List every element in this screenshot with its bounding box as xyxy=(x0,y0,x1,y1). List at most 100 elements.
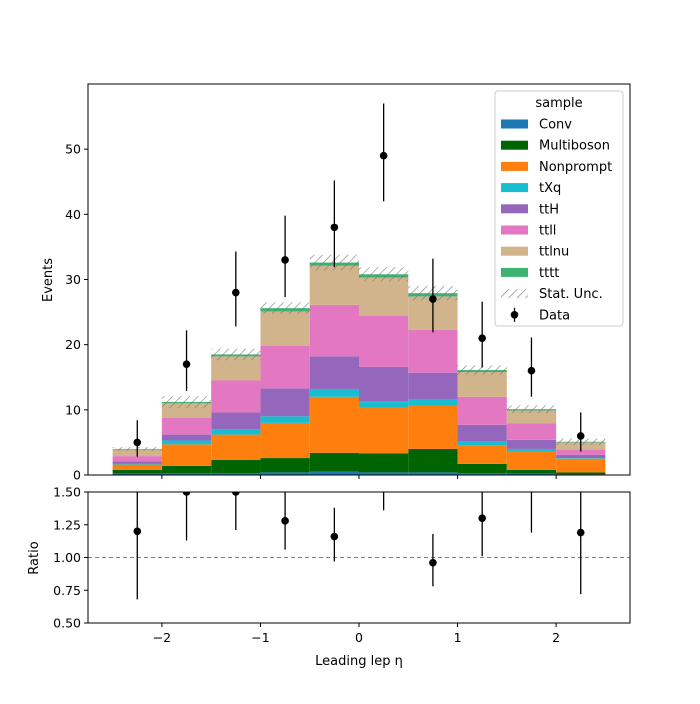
bar-multiboson-bin-0 xyxy=(112,469,162,474)
x-tick-label-1: −1 xyxy=(251,630,269,645)
bar-tth-bin-1 xyxy=(161,434,212,441)
ratio-y-tick-label-2: 1.00 xyxy=(53,550,81,565)
bar-txq-bin-5 xyxy=(359,401,409,408)
legend-swatch-ttll xyxy=(501,225,528,235)
stat-unc-band-bin-1 xyxy=(161,396,212,408)
ratio-point-3 xyxy=(281,517,289,525)
bar-ttll-bin-3 xyxy=(260,345,310,389)
y-tick-label-5: 50 xyxy=(65,142,81,157)
data-point-6 xyxy=(429,295,437,303)
bar-nonprompt-bin-0 xyxy=(112,464,162,470)
ratio-point-9 xyxy=(576,528,585,537)
ratio-point-0 xyxy=(133,527,142,536)
legend-data-marker xyxy=(510,311,519,319)
bar-nonprompt-bin-7 xyxy=(457,445,507,464)
bar-multiboson-bin-1 xyxy=(161,465,212,474)
y-tick-label-1: 10 xyxy=(65,402,81,417)
bar-ttlnu-bin-7 xyxy=(457,372,507,397)
bar-txq-bin-2 xyxy=(211,429,261,435)
x-tick-label-3: 1 xyxy=(454,630,462,645)
legend-swatch-conv xyxy=(501,119,528,129)
legend-swatch-ttlnu xyxy=(501,246,528,256)
bar-ttlnu-bin-8 xyxy=(506,410,557,424)
bar-ttll-bin-2 xyxy=(211,380,261,413)
data-point-4 xyxy=(330,223,339,232)
bar-conv-bin-7 xyxy=(457,473,507,475)
bar-txq-bin-7 xyxy=(457,441,507,446)
data-point-7 xyxy=(478,334,486,342)
bar-ttll-bin-7 xyxy=(457,396,507,425)
bar-conv-bin-0 xyxy=(112,473,162,475)
bar-multiboson-bin-7 xyxy=(457,463,507,474)
bar-ttll-bin-0 xyxy=(112,456,162,462)
bar-txq-bin-8 xyxy=(506,448,557,452)
bar-txq-bin-6 xyxy=(408,399,458,406)
ratio-point-6 xyxy=(429,558,437,567)
legend-label-stat-unc: Stat. Unc. xyxy=(539,287,603,302)
bar-nonprompt-bin-2 xyxy=(211,434,261,461)
bar-multiboson-bin-4 xyxy=(309,452,359,472)
bar-txq-bin-4 xyxy=(309,388,359,397)
bar-conv-bin-8 xyxy=(506,473,557,475)
bar-conv-bin-6 xyxy=(408,472,458,475)
bar-txq-bin-9 xyxy=(556,458,606,459)
legend-label-ttll: ttll xyxy=(539,224,556,239)
legend-swatch-tttt xyxy=(501,267,528,277)
bar-nonprompt-bin-6 xyxy=(408,405,458,449)
y-tick-label-0: 0 xyxy=(73,468,81,483)
bar-txq-bin-3 xyxy=(260,416,310,423)
bar-ttll-bin-4 xyxy=(309,304,359,357)
bar-nonprompt-bin-3 xyxy=(260,422,310,459)
legend-label-conv: Conv xyxy=(539,118,572,133)
bar-ttll-bin-1 xyxy=(161,417,212,435)
bar-multiboson-bin-9 xyxy=(556,472,606,475)
bar-conv-bin-5 xyxy=(359,472,409,475)
legend-label-nonprompt: Nonprompt xyxy=(539,160,612,175)
ratio-point-2 xyxy=(232,492,240,496)
bar-nonprompt-bin-4 xyxy=(309,396,359,453)
bar-tth-bin-5 xyxy=(359,366,409,402)
ratio-y-tick-label-1: 0.75 xyxy=(53,583,81,598)
bar-ttlnu-bin-2 xyxy=(211,356,261,381)
data-point-9 xyxy=(576,432,585,440)
stat-unc-band-bin-5 xyxy=(359,267,409,282)
legend-label-multiboson: Multiboson xyxy=(539,139,610,154)
bar-txq-bin-0 xyxy=(112,463,162,465)
ratio-y-axis-label: Ratio xyxy=(27,541,42,574)
bar-multiboson-bin-3 xyxy=(260,458,310,473)
bar-ttll-bin-5 xyxy=(359,315,409,367)
ratio-y-tick-label-3: 1.25 xyxy=(53,517,81,532)
bar-ttll-bin-6 xyxy=(408,329,458,373)
data-point-8 xyxy=(527,366,536,375)
bar-txq-bin-1 xyxy=(161,440,212,445)
ratio-point-1 xyxy=(182,492,191,496)
bar-ttlnu-bin-4 xyxy=(309,265,359,305)
bar-tth-bin-3 xyxy=(260,388,310,417)
ratio-point-4 xyxy=(330,532,339,541)
bar-tth-bin-4 xyxy=(309,356,359,389)
legend-swatch-tth xyxy=(501,204,528,214)
bar-conv-bin-3 xyxy=(260,472,310,475)
stat-unc-band-bin-7 xyxy=(457,365,507,375)
legend-label-tttt: tttt xyxy=(539,266,559,281)
bar-tth-bin-9 xyxy=(556,454,606,459)
legend-swatch-txq xyxy=(501,183,528,193)
ratio-point-8 xyxy=(528,482,536,490)
legend-label-data: Data xyxy=(539,308,570,323)
legend-label-txq: tXq xyxy=(539,181,561,196)
data-point-1 xyxy=(182,360,191,369)
legend-label-ttlnu: ttlnu xyxy=(539,245,569,260)
bar-conv-bin-2 xyxy=(211,473,261,475)
legend-swatch-multiboson xyxy=(501,140,528,150)
legend-box xyxy=(494,90,624,327)
legend-title: sample xyxy=(535,96,582,111)
bar-multiboson-bin-2 xyxy=(211,460,261,474)
data-point-3 xyxy=(281,256,289,264)
y-tick-label-3: 30 xyxy=(65,272,81,287)
y-tick-label-2: 20 xyxy=(65,337,81,352)
stat-unc-band-bin-3 xyxy=(260,302,310,315)
x-tick-label-0: −2 xyxy=(153,630,171,645)
bar-ttlnu-bin-5 xyxy=(359,277,409,316)
